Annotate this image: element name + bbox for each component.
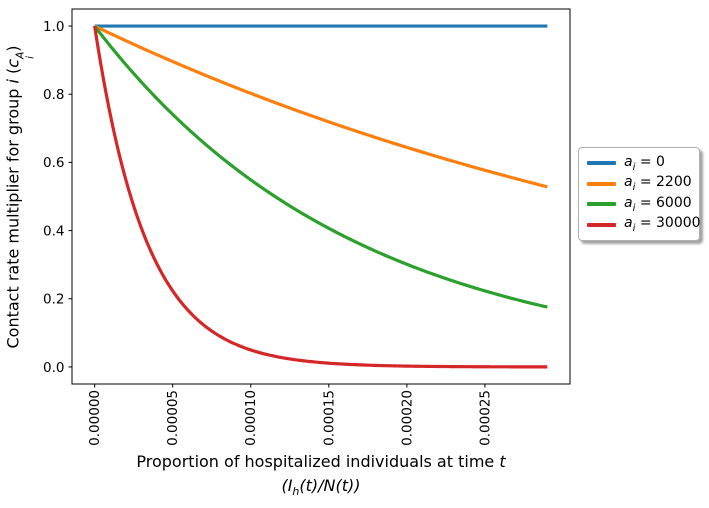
x-axis-label-line2-symbol: I [287,476,293,495]
x-tick-label: 0.00005 [165,390,181,446]
legend-line-sample [587,181,616,186]
x-axis-label-line2-rest: (t)/N(t)) [299,476,361,495]
legend-line-sample [587,222,616,227]
y-tick-label: 0.0 [43,360,64,376]
legend-item-label: ai = 6000 [624,194,692,214]
legend-item-2: ai = 6000 [587,194,692,215]
y-axis-label-text: Contact rate multiplier for group [3,83,23,349]
x-tick-label: 0.00000 [87,390,103,446]
legend-line-sample [587,202,616,207]
legend-item-label: ai = 30000 [624,215,701,235]
legend-line-sample [587,161,616,166]
series-line-3 [93,25,548,369]
x-tick-label: 0.00010 [243,390,259,446]
x-tick-label: 0.00020 [399,390,415,446]
y-axis-label-subscript: i [24,56,37,59]
series-line-1 [93,24,548,189]
legend-item-3: ai = 30000 [587,215,701,236]
x-axis-label-line1-var: t [499,452,506,471]
legend-item-label: ai = 0 [624,153,665,173]
x-tick-label: 0.00025 [477,390,493,446]
y-axis-label-symbol: c [3,58,23,68]
y-axis-label-open-paren: ( [3,67,23,80]
y-tick-label: 1.0 [43,19,64,35]
x-axis-label-line2-open: ( [281,476,288,495]
x-axis-label-line2: (Ih(t)/N(t)) [136,474,505,501]
y-tick-label: 0.6 [43,155,64,171]
legend-item-label: ai = 2200 [624,174,692,194]
y-axis-label-close-paren: ) [3,45,23,52]
y-tick-label: 0.2 [43,292,64,308]
legend: ai = 0 ai = 2200 ai = 6000 ai = 30000 [578,147,701,241]
legend-item-1: ai = 2200 [587,174,692,195]
x-tick-label: 0.00015 [321,390,337,446]
x-axis-label-line1-text: Proportion of hospitalized individuals a… [136,452,500,471]
y-tick-label: 0.8 [43,87,64,103]
axes-spines [71,8,571,385]
y-axis-label-group-var: i [3,79,23,84]
x-axis-label-line1: Proportion of hospitalized individuals a… [136,450,505,474]
legend-item-0: ai = 0 [587,153,691,174]
series-line-2 [93,25,548,309]
y-tick-label: 0.4 [43,223,64,239]
x-axis-label: Proportion of hospitalized individuals a… [136,450,505,501]
x-axis-label-line2-subscript: h [292,485,300,499]
